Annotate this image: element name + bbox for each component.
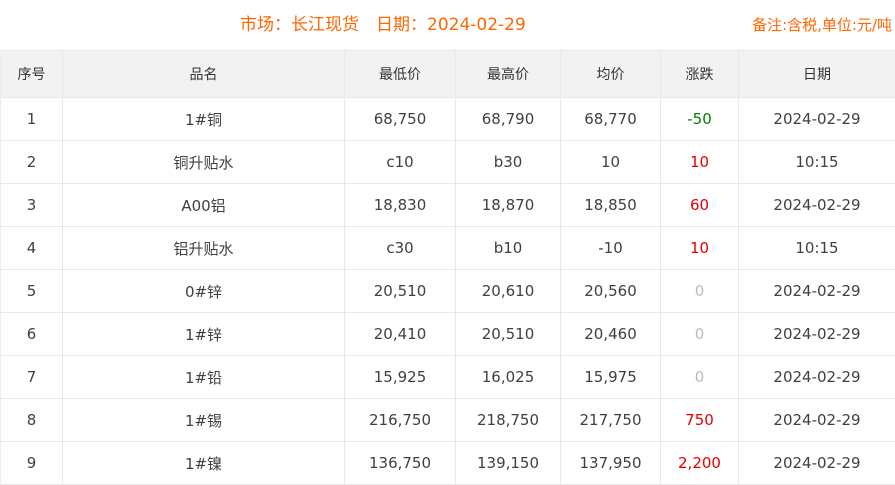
- row-change: 10: [660, 140, 739, 184]
- row-avg: -10: [560, 226, 661, 270]
- col-header-high: 最高价: [455, 50, 561, 98]
- col-header-avg: 均价: [560, 50, 661, 98]
- table-row: 3 A00铝 18,830 18,870 18,850 60 2024-02-2…: [0, 183, 895, 227]
- table-row: 5 0#锌 20,510 20,610 20,560 0 2024-02-29: [0, 269, 895, 313]
- table-row: 1 1#铜 68,750 68,790 68,770 -50 2024-02-2…: [0, 97, 895, 141]
- col-header-name: 品名: [62, 50, 345, 98]
- row-no: 2: [0, 140, 63, 184]
- row-name: 铝升贴水: [62, 226, 345, 270]
- row-low: c30: [344, 226, 456, 270]
- page-header: 市场：长江现货 日期：2024-02-29 备注:含税,单位:元/吨: [0, 0, 895, 50]
- row-no: 6: [0, 312, 63, 356]
- row-low: 20,410: [344, 312, 456, 356]
- row-avg: 137,950: [560, 441, 661, 485]
- table-row: 9 1#镍 136,750 139,150 137,950 2,200 2024…: [0, 441, 895, 485]
- row-low: 20,510: [344, 269, 456, 313]
- row-name: 1#铅: [62, 355, 345, 399]
- row-avg: 10: [560, 140, 661, 184]
- row-change: 60: [660, 183, 739, 227]
- row-high: 20,510: [455, 312, 561, 356]
- row-no: 8: [0, 398, 63, 442]
- row-low: c10: [344, 140, 456, 184]
- row-high: 218,750: [455, 398, 561, 442]
- row-name: 1#锡: [62, 398, 345, 442]
- row-avg: 15,975: [560, 355, 661, 399]
- col-header-date: 日期: [738, 50, 895, 98]
- row-name: 1#镍: [62, 441, 345, 485]
- table-row: 7 1#铅 15,925 16,025 15,975 0 2024-02-29: [0, 355, 895, 399]
- row-high: 139,150: [455, 441, 561, 485]
- row-change: 10: [660, 226, 739, 270]
- col-header-no: 序号: [0, 50, 63, 98]
- row-no: 3: [0, 183, 63, 227]
- row-no: 5: [0, 269, 63, 313]
- row-low: 15,925: [344, 355, 456, 399]
- row-date: 10:15: [738, 226, 895, 270]
- row-high: 18,870: [455, 183, 561, 227]
- row-no: 4: [0, 226, 63, 270]
- row-avg: 18,850: [560, 183, 661, 227]
- row-change: 750: [660, 398, 739, 442]
- row-no: 7: [0, 355, 63, 399]
- price-table: 序号 品名 最低价 最高价 均价 涨跌 日期 1 1#铜 68,750 68,7…: [0, 50, 895, 485]
- tax-unit-note: 备注:含税,单位:元/吨: [752, 16, 892, 34]
- row-date: 10:15: [738, 140, 895, 184]
- row-low: 216,750: [344, 398, 456, 442]
- row-high: 16,025: [455, 355, 561, 399]
- row-no: 1: [0, 97, 63, 141]
- price-table-header: 序号 品名 最低价 最高价 均价 涨跌 日期: [0, 50, 895, 98]
- row-change: 2,200: [660, 441, 739, 485]
- row-name: A00铝: [62, 183, 345, 227]
- row-low: 136,750: [344, 441, 456, 485]
- row-avg: 20,460: [560, 312, 661, 356]
- row-name: 铜升贴水: [62, 140, 345, 184]
- row-high: b30: [455, 140, 561, 184]
- market-date-title: 市场：长江现货 日期：2024-02-29: [240, 15, 526, 35]
- table-row: 8 1#锡 216,750 218,750 217,750 750 2024-0…: [0, 398, 895, 442]
- row-name: 0#锌: [62, 269, 345, 313]
- price-table-body: 1 1#铜 68,750 68,790 68,770 -50 2024-02-2…: [0, 97, 895, 485]
- row-high: 68,790: [455, 97, 561, 141]
- row-low: 18,830: [344, 183, 456, 227]
- row-high: b10: [455, 226, 561, 270]
- row-high: 20,610: [455, 269, 561, 313]
- col-header-low: 最低价: [344, 50, 456, 98]
- row-change: 0: [660, 269, 739, 313]
- row-avg: 20,560: [560, 269, 661, 313]
- row-date: 2024-02-29: [738, 312, 895, 356]
- row-date: 2024-02-29: [738, 441, 895, 485]
- row-no: 9: [0, 441, 63, 485]
- row-date: 2024-02-29: [738, 183, 895, 227]
- row-low: 68,750: [344, 97, 456, 141]
- table-row: 4 铝升贴水 c30 b10 -10 10 10:15: [0, 226, 895, 270]
- row-date: 2024-02-29: [738, 97, 895, 141]
- col-header-change: 涨跌: [660, 50, 739, 98]
- row-date: 2024-02-29: [738, 269, 895, 313]
- row-change: 0: [660, 355, 739, 399]
- row-avg: 68,770: [560, 97, 661, 141]
- row-date: 2024-02-29: [738, 355, 895, 399]
- row-date: 2024-02-29: [738, 398, 895, 442]
- row-change: 0: [660, 312, 739, 356]
- table-row: 2 铜升贴水 c10 b30 10 10 10:15: [0, 140, 895, 184]
- row-change: -50: [660, 97, 739, 141]
- table-row: 6 1#锌 20,410 20,510 20,460 0 2024-02-29: [0, 312, 895, 356]
- row-avg: 217,750: [560, 398, 661, 442]
- row-name: 1#铜: [62, 97, 345, 141]
- row-name: 1#锌: [62, 312, 345, 356]
